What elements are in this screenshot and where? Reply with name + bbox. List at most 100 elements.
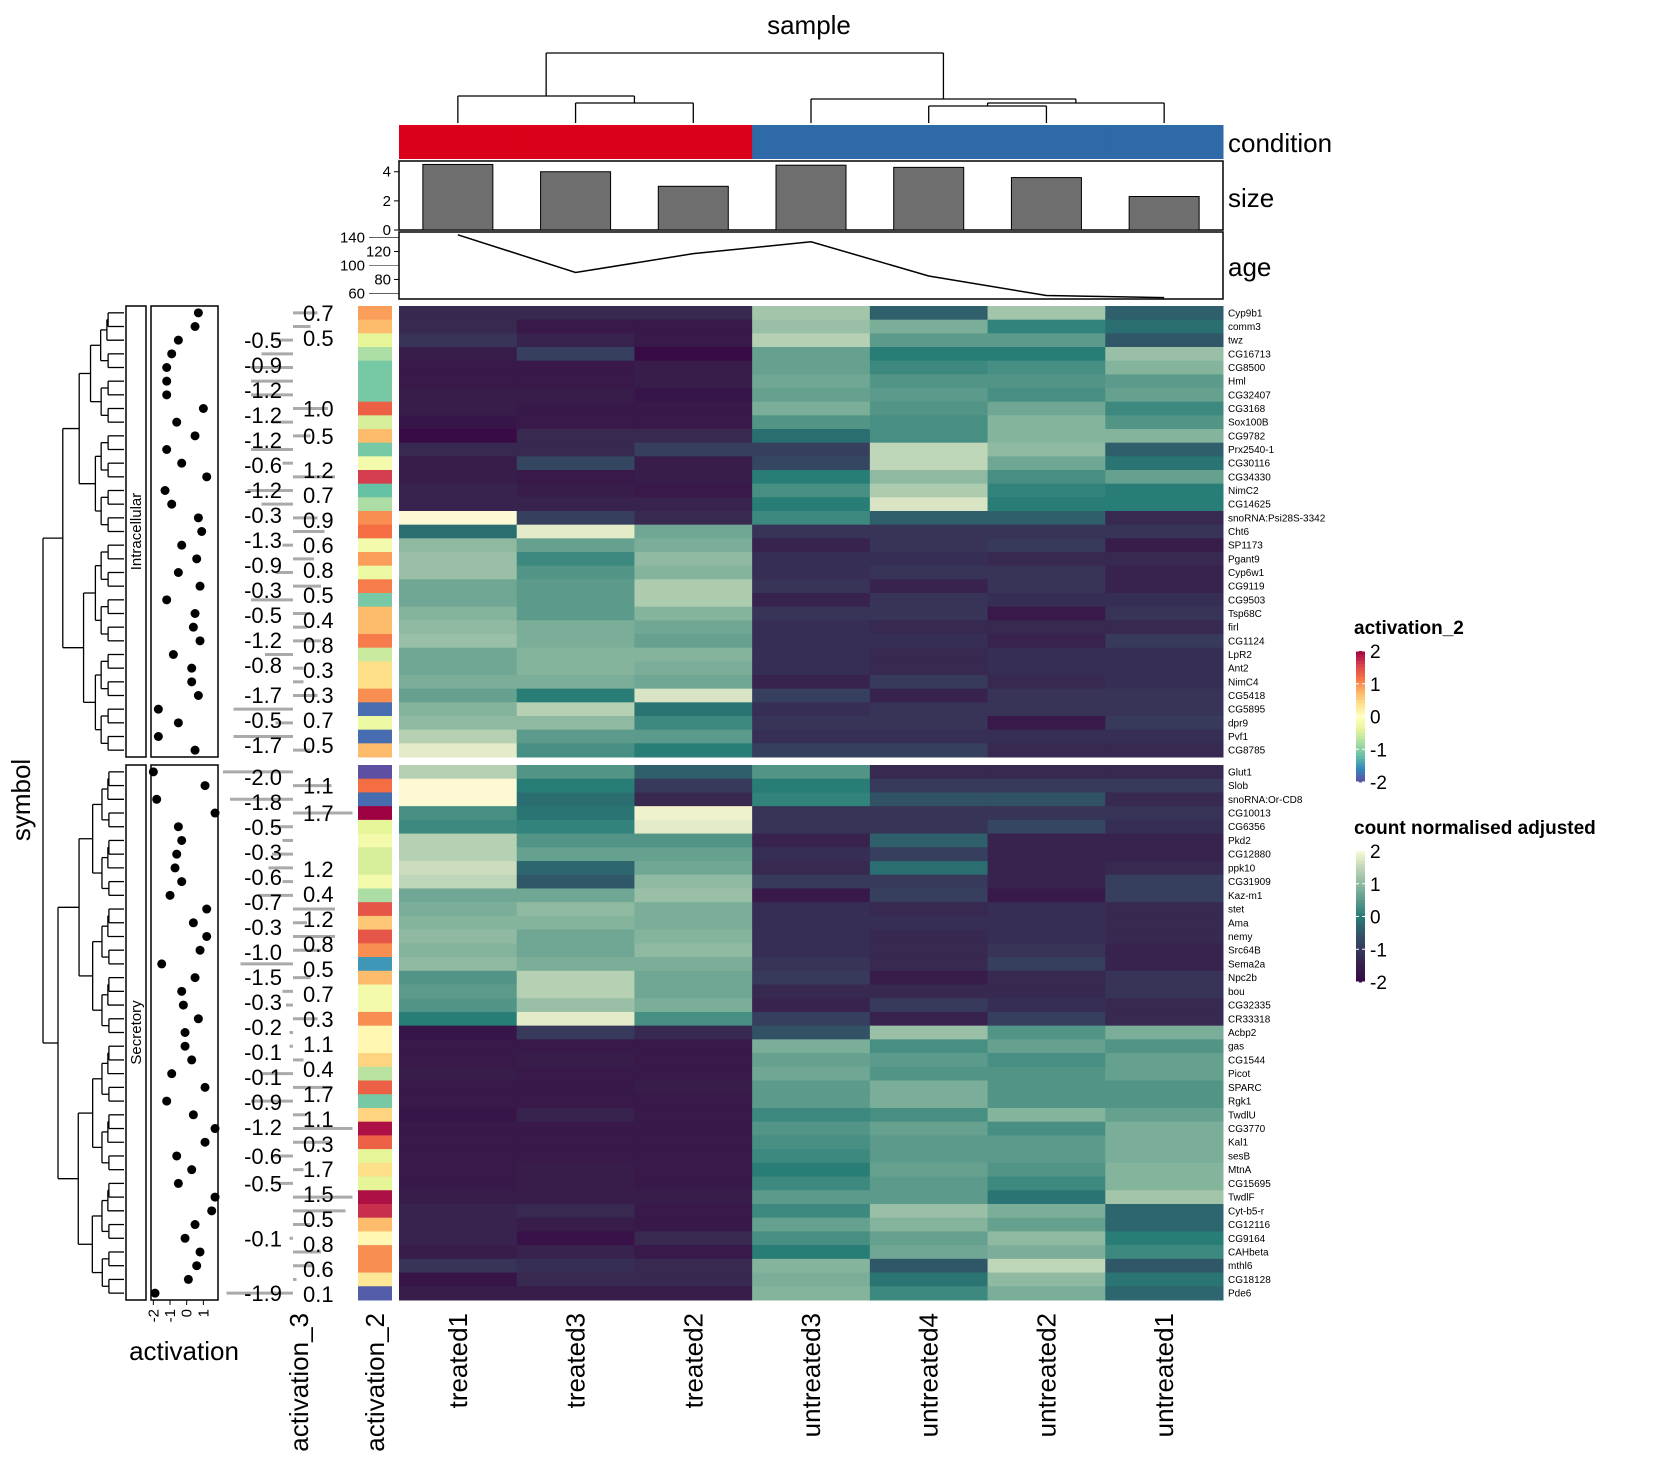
heatmap-cell (752, 915, 871, 931)
heatmap-cell (516, 429, 635, 444)
heatmap-cell (399, 306, 518, 321)
activation-3-label: 0.8 (303, 1232, 334, 1257)
activation-dot (187, 663, 197, 673)
heatmap-cell (516, 765, 635, 780)
activation-dot (188, 622, 198, 632)
heatmap-cell (752, 620, 871, 635)
heatmap-cell (752, 456, 871, 471)
activation-2-cell (358, 1053, 392, 1068)
heatmap-cell (399, 442, 518, 457)
heatmap-cell (987, 552, 1106, 567)
heatmap-cell (987, 833, 1106, 848)
legend-color-step (1356, 926, 1365, 931)
heatmap-cell (752, 1176, 871, 1191)
gene-label: Rgk1 (1228, 1097, 1252, 1108)
activation-dot (210, 808, 220, 818)
activation-3-label: -0.5 (244, 328, 282, 353)
row-split-label: Secretory (128, 1000, 145, 1065)
heatmap-cell (752, 888, 871, 903)
heatmap-cell (752, 524, 871, 539)
heatmap-cell (752, 552, 871, 567)
activation-2-cell (358, 415, 392, 430)
heatmap-cell (1105, 456, 1224, 471)
heatmap-cell (987, 847, 1106, 862)
heatmap-cell (987, 915, 1106, 931)
activation-2-cell (358, 538, 392, 553)
heatmap-cell (516, 1094, 635, 1109)
heatmap-cell (987, 702, 1106, 717)
activation-3-label: -1.2 (244, 1115, 282, 1140)
legend-tick-label: -1 (1370, 940, 1387, 961)
heatmap-cell (869, 688, 989, 703)
heatmap-cell (869, 778, 989, 793)
activation-3-label: -1.3 (244, 528, 282, 553)
activation-3-label: -0.5 (244, 1171, 282, 1196)
heatmap-cell (987, 1066, 1106, 1082)
heatmap-cell (752, 415, 871, 430)
heatmap-cell (1105, 1203, 1224, 1219)
activation-dot (177, 540, 187, 550)
heatmap-cell (516, 483, 635, 498)
gene-label: ppk10 (1228, 863, 1256, 874)
heatmap-cell (399, 984, 518, 999)
sample-label: treated3 (561, 1313, 591, 1408)
legend-color-step (1356, 968, 1365, 973)
activation-tick-label: 0 (179, 1309, 196, 1317)
heatmap-cell (399, 1258, 518, 1274)
heatmap-cell (399, 606, 518, 621)
activation-dot (195, 636, 205, 646)
gene-label: Tsp68C (1228, 609, 1262, 620)
activation-dot (207, 1206, 217, 1216)
heatmap-cell (987, 675, 1106, 690)
heatmap-cell (399, 1053, 518, 1068)
age-tick-label: 100 (340, 258, 365, 275)
heatmap-cell (399, 360, 518, 375)
heatmap-cell (634, 957, 753, 972)
legend-color-step (1356, 664, 1365, 668)
heatmap-cell (869, 1066, 989, 1082)
heatmap-cell (634, 888, 753, 903)
heatmap-cell (399, 1094, 518, 1109)
legend-color-step (1356, 860, 1365, 865)
activation-2-cell (358, 888, 392, 903)
legend-color-step (1356, 909, 1365, 914)
activation-dot (177, 877, 187, 887)
heatmap-cell (399, 743, 518, 758)
activation-dot (187, 677, 197, 687)
row-split-box (125, 305, 147, 758)
heatmap-cell (516, 593, 635, 608)
activation-dot (177, 458, 187, 468)
heatmap-cell (399, 1176, 518, 1191)
activation-3-label: -1.8 (244, 790, 282, 815)
legend-color-step (1356, 854, 1365, 859)
legend-color-step (1356, 900, 1365, 904)
heatmap-cell (987, 861, 1106, 876)
heatmap-cell (752, 347, 871, 362)
heatmap-cell (752, 729, 871, 744)
activation-dot (167, 349, 177, 359)
heatmap-cell (1105, 716, 1224, 731)
heatmap-cell (1105, 511, 1224, 526)
heatmap-cell (987, 1080, 1106, 1095)
heatmap-cell (987, 511, 1106, 526)
heatmap-cell (869, 456, 989, 471)
heatmap-cell (399, 634, 518, 649)
heatmap-cell (399, 729, 518, 744)
heatmap-cell (752, 470, 871, 485)
heatmap-cell (399, 470, 518, 485)
legend-color-step (1356, 870, 1365, 875)
heatmap-cell (634, 743, 753, 758)
legend-color-step (1356, 975, 1365, 980)
heatmap-cell (399, 347, 518, 362)
heatmap-cell (987, 765, 1106, 780)
activation-2-cell (358, 634, 392, 649)
activation-3-label: 1.5 (303, 1182, 334, 1207)
gene-label: CG10013 (1228, 809, 1271, 820)
legend-color-step (1356, 729, 1365, 734)
activation-3-label: -0.3 (244, 503, 282, 528)
activation-3-label: -0.5 (244, 603, 282, 628)
heatmap-cell (987, 1135, 1106, 1150)
activation-dot (195, 1247, 205, 1257)
gene-label: CG9164 (1228, 1234, 1266, 1245)
activation-2-cell (358, 833, 392, 848)
